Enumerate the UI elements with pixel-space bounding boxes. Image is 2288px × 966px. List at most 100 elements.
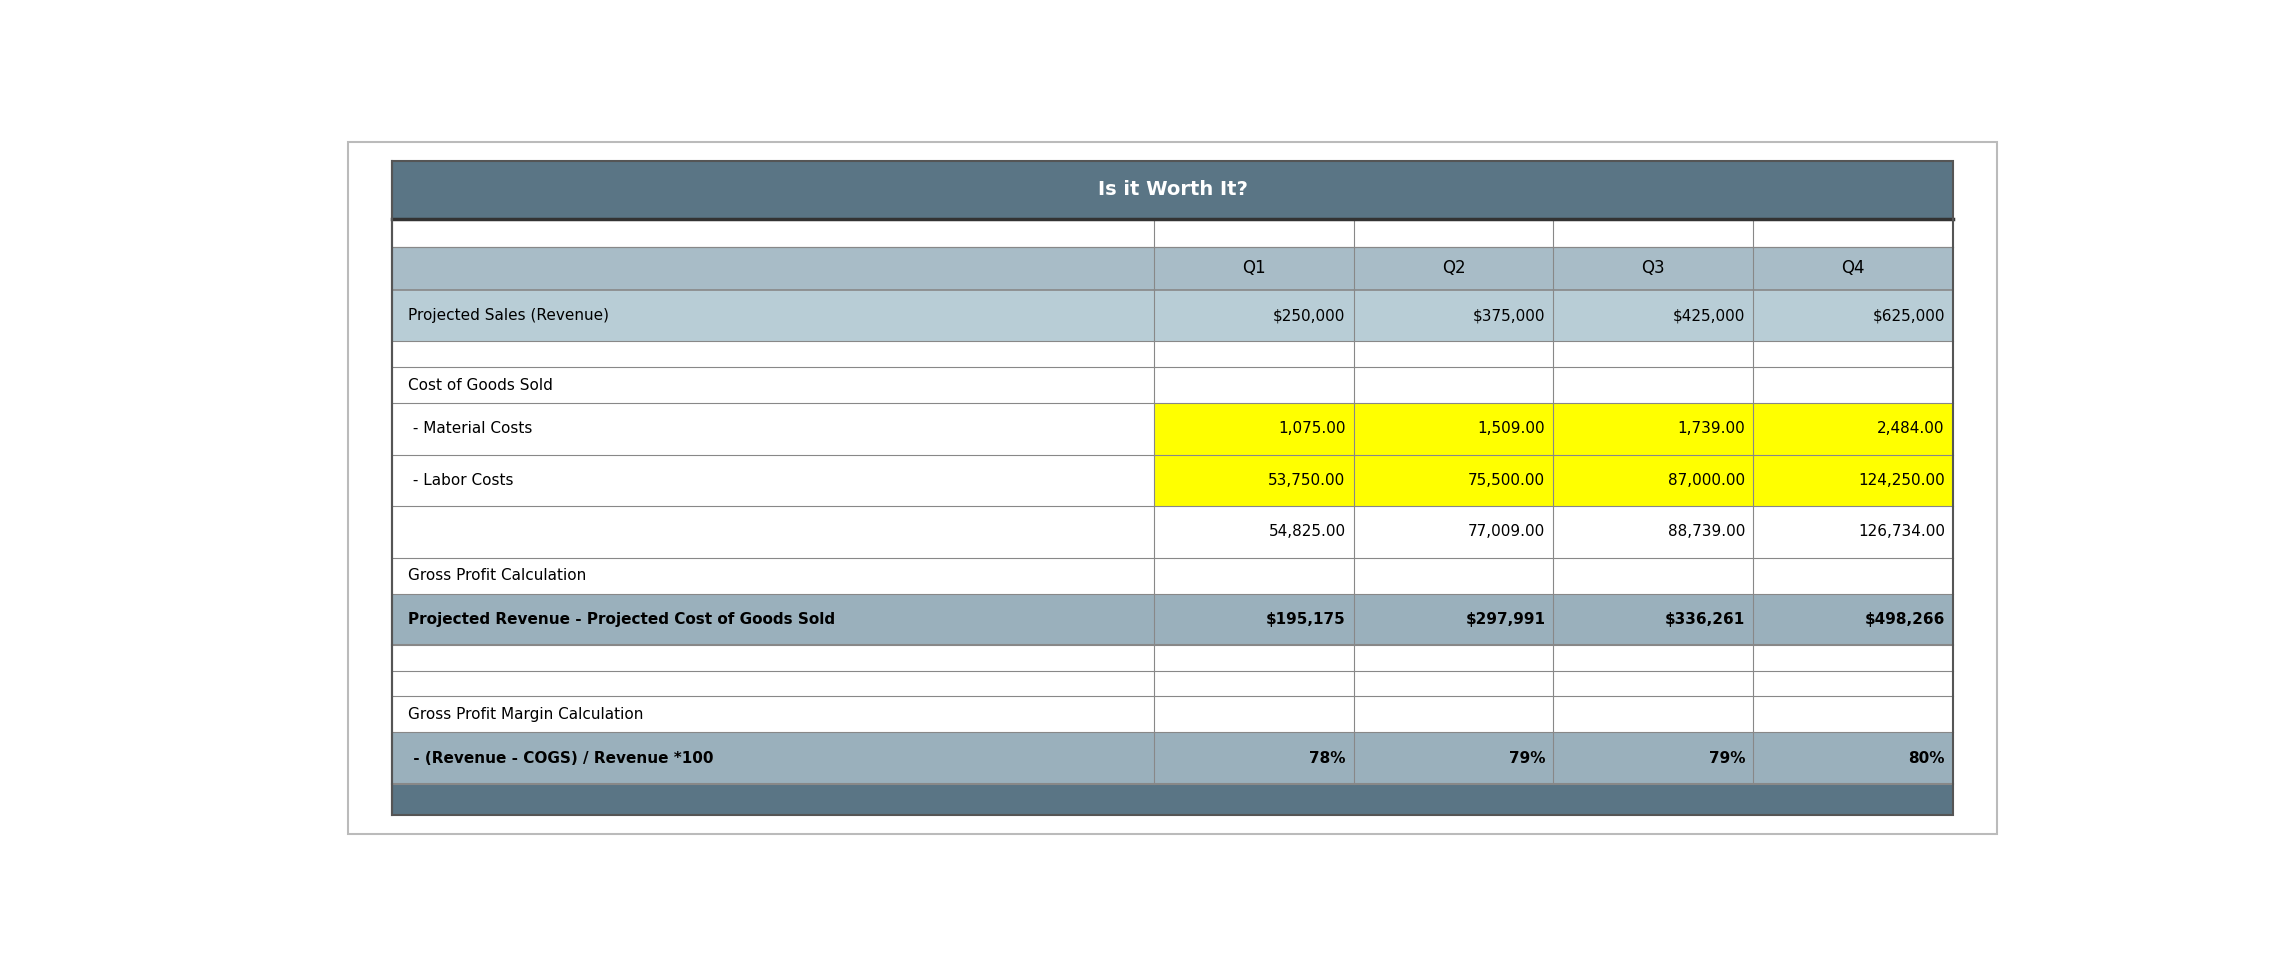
Bar — [1554, 247, 1753, 290]
Text: Gross Profit Margin Calculation: Gross Profit Margin Calculation — [407, 707, 643, 722]
Bar — [1354, 341, 1554, 367]
Bar — [1554, 696, 1753, 732]
Bar — [394, 732, 1153, 783]
Text: 79%: 79% — [1709, 751, 1746, 766]
Bar — [394, 557, 1153, 593]
Text: $195,175: $195,175 — [1265, 611, 1345, 627]
Bar — [1554, 670, 1753, 696]
Text: 126,734.00: 126,734.00 — [1858, 525, 1945, 539]
Bar — [1153, 732, 1354, 783]
Text: $498,266: $498,266 — [1865, 611, 1945, 627]
Bar — [394, 670, 1153, 696]
Bar — [1753, 367, 1954, 403]
Text: 75,500.00: 75,500.00 — [1469, 472, 1544, 488]
Bar — [394, 783, 1954, 815]
Bar — [1354, 696, 1554, 732]
Bar — [1554, 593, 1753, 645]
Bar — [1354, 455, 1554, 506]
Bar — [1554, 506, 1753, 557]
Text: $297,991: $297,991 — [1464, 611, 1544, 627]
Bar — [394, 290, 1153, 341]
Text: - (Revenue - COGS) / Revenue *100: - (Revenue - COGS) / Revenue *100 — [407, 751, 714, 766]
Bar — [1753, 341, 1954, 367]
Bar — [394, 455, 1153, 506]
Bar — [1354, 645, 1554, 670]
Bar — [394, 645, 1153, 670]
Text: Q1: Q1 — [1242, 260, 1265, 277]
Bar — [394, 593, 1153, 645]
Bar — [394, 160, 1954, 815]
Bar — [394, 247, 1153, 290]
Bar — [1753, 593, 1954, 645]
Bar — [1554, 557, 1753, 593]
Bar — [1354, 290, 1554, 341]
Text: $375,000: $375,000 — [1473, 308, 1544, 324]
Bar — [1153, 290, 1354, 341]
Bar — [394, 218, 1954, 247]
Text: - Labor Costs: - Labor Costs — [407, 472, 513, 488]
Text: Gross Profit Calculation: Gross Profit Calculation — [407, 568, 586, 583]
Bar — [1753, 645, 1954, 670]
Bar — [1753, 670, 1954, 696]
Bar — [1153, 696, 1354, 732]
Bar — [1354, 593, 1554, 645]
Bar — [1153, 403, 1354, 455]
Text: Projected Revenue - Projected Cost of Goods Sold: Projected Revenue - Projected Cost of Go… — [407, 611, 835, 627]
Bar — [394, 506, 1153, 557]
Text: 54,825.00: 54,825.00 — [1268, 525, 1345, 539]
Text: $336,261: $336,261 — [1666, 611, 1746, 627]
Text: Q3: Q3 — [1640, 260, 1666, 277]
Text: 1,739.00: 1,739.00 — [1677, 421, 1746, 437]
Text: Projected Sales (Revenue): Projected Sales (Revenue) — [407, 308, 609, 324]
Text: Q4: Q4 — [1842, 260, 1865, 277]
Bar — [394, 367, 1153, 403]
Bar — [1153, 645, 1354, 670]
Text: - Material Costs: - Material Costs — [407, 421, 533, 437]
Bar — [1554, 341, 1753, 367]
Text: Q2: Q2 — [1441, 260, 1464, 277]
Text: Cost of Goods Sold: Cost of Goods Sold — [407, 378, 551, 392]
Bar — [1753, 290, 1954, 341]
Bar — [1354, 557, 1554, 593]
Text: 80%: 80% — [1908, 751, 1945, 766]
Bar — [1554, 455, 1753, 506]
Bar — [1354, 403, 1554, 455]
Bar — [394, 341, 1153, 367]
Bar — [1354, 506, 1554, 557]
Bar — [1753, 455, 1954, 506]
Text: 124,250.00: 124,250.00 — [1858, 472, 1945, 488]
Bar — [1153, 593, 1354, 645]
Bar — [1153, 506, 1354, 557]
Bar — [1354, 670, 1554, 696]
Text: 77,009.00: 77,009.00 — [1469, 525, 1544, 539]
Bar — [1753, 506, 1954, 557]
Bar — [1153, 247, 1354, 290]
Bar — [1753, 403, 1954, 455]
Text: 2,484.00: 2,484.00 — [1878, 421, 1945, 437]
Bar — [1153, 557, 1354, 593]
Bar — [1753, 696, 1954, 732]
Text: 1,509.00: 1,509.00 — [1478, 421, 1544, 437]
Bar — [1153, 670, 1354, 696]
Bar — [1554, 290, 1753, 341]
Bar — [1153, 367, 1354, 403]
Bar — [1753, 247, 1954, 290]
Text: 53,750.00: 53,750.00 — [1268, 472, 1345, 488]
Bar — [1354, 732, 1554, 783]
Text: $250,000: $250,000 — [1272, 308, 1345, 324]
Text: 79%: 79% — [1508, 751, 1544, 766]
Bar — [394, 783, 1954, 815]
Bar — [1153, 455, 1354, 506]
Text: Is it Worth It?: Is it Worth It? — [1098, 180, 1247, 199]
Text: 78%: 78% — [1309, 751, 1345, 766]
Text: 88,739.00: 88,739.00 — [1668, 525, 1746, 539]
Bar — [394, 403, 1153, 455]
Text: $425,000: $425,000 — [1673, 308, 1746, 324]
Bar — [1554, 367, 1753, 403]
Bar — [1753, 732, 1954, 783]
Bar — [1354, 367, 1554, 403]
Text: 87,000.00: 87,000.00 — [1668, 472, 1746, 488]
Bar — [394, 160, 1954, 218]
Bar — [1554, 403, 1753, 455]
Bar — [1753, 557, 1954, 593]
